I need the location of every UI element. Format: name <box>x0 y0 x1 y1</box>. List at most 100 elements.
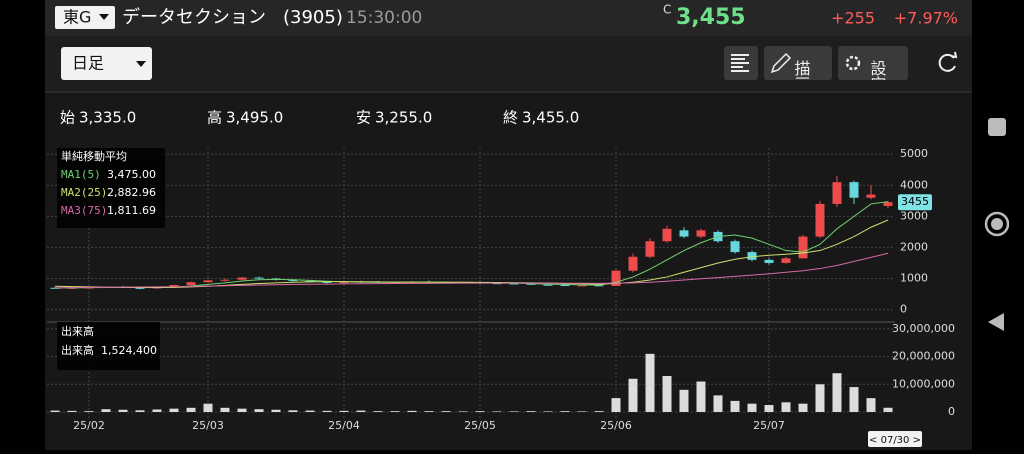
settings-button[interactable]: 設定 <box>838 46 908 92</box>
change-pct: +7.97% <box>894 9 958 28</box>
volume-bar <box>152 409 162 412</box>
volume-bar <box>696 381 706 412</box>
candle-body <box>696 230 706 237</box>
volume-bar <box>186 407 196 412</box>
y-tick-label: 20,000,000 <box>892 350 955 363</box>
candle-body <box>509 283 519 285</box>
legend-value: 1,524,400 <box>101 344 157 357</box>
legend-name: MA1(5) <box>61 168 101 181</box>
x-tick-label: 25/02 <box>73 419 105 432</box>
legend-name: MA3(75) <box>61 204 107 217</box>
volume-bar <box>730 400 740 412</box>
x-tick-label: 25/07 <box>753 419 785 432</box>
crosshair-label: < 07/30 > <box>869 435 921 446</box>
volume-bar <box>679 389 689 412</box>
y-tick-label: 2000 <box>900 240 928 253</box>
last-price: 3455 <box>901 195 929 208</box>
candle-body <box>798 236 808 259</box>
y-tick-label: 0 <box>900 303 907 316</box>
nav-back[interactable] <box>988 313 1004 331</box>
price: 3,455 <box>676 5 746 30</box>
candle-body <box>883 202 893 206</box>
time: 15:30:00 <box>346 8 422 28</box>
ma-line <box>54 252 889 289</box>
volume-bar <box>866 398 876 412</box>
gear-icon <box>845 55 861 71</box>
crosshair-tag <box>868 431 922 447</box>
nav-home[interactable] <box>984 211 1010 237</box>
volume-bar <box>271 409 281 412</box>
candle-body <box>849 182 859 198</box>
volume-bar <box>475 411 485 412</box>
candle-body <box>322 281 332 283</box>
period-select[interactable] <box>61 47 152 80</box>
nav-home-dot <box>991 218 1003 230</box>
volume-bar <box>356 410 366 412</box>
ohlc-value: 3,335.0 <box>79 109 136 127</box>
volume-bar <box>849 387 859 412</box>
candle-body <box>135 287 145 289</box>
settings-label: 設定 <box>868 60 887 92</box>
volume-bar <box>135 410 145 412</box>
candle-body <box>203 280 213 283</box>
ohlc-label: 終 <box>503 109 518 127</box>
settings-button-bg <box>838 46 908 80</box>
candle-body <box>492 283 502 285</box>
volume-bar <box>883 407 893 412</box>
toolbar <box>45 36 972 92</box>
ohlc-value: 3,455.0 <box>522 109 579 127</box>
draw-button[interactable]: 描画 <box>764 46 832 92</box>
volume-bar <box>509 411 519 412</box>
volume-bar <box>662 375 672 412</box>
candle-body <box>186 282 196 286</box>
volume-bar <box>305 410 315 412</box>
candle-body <box>220 279 230 281</box>
stock-code: (3905) <box>283 7 343 28</box>
volume-bar <box>390 411 400 412</box>
period: 日足 <box>72 54 104 73</box>
candle-body <box>254 277 264 279</box>
legend-box <box>57 148 165 228</box>
volume-bar <box>594 411 604 412</box>
y-tick-label: 1000 <box>900 272 928 285</box>
nav-recent[interactable] <box>988 118 1006 136</box>
volume-bar <box>203 403 213 412</box>
refresh-arrow <box>950 51 958 59</box>
y-tick-label: 5000 <box>900 147 928 160</box>
volume-bar <box>373 411 383 412</box>
candle-body <box>339 282 349 284</box>
list-icon <box>731 54 749 72</box>
market-select[interactable] <box>55 6 115 29</box>
volume-bar <box>832 373 842 412</box>
ohlc-label: 安 <box>356 109 371 127</box>
candle-body <box>764 259 774 263</box>
volume-bar <box>322 410 332 412</box>
header-bar <box>45 0 972 36</box>
volume-bar <box>339 410 349 412</box>
ohlc-label: 始 <box>60 109 75 127</box>
candle-body <box>866 194 876 198</box>
candle-body <box>679 230 689 237</box>
candle-body <box>747 252 757 260</box>
last-price-tag <box>898 194 932 211</box>
candle-body <box>169 285 179 288</box>
volume-bar <box>254 409 264 412</box>
volume-bar <box>220 407 230 412</box>
volume-bar <box>815 384 825 412</box>
volume-bar <box>781 402 791 412</box>
volume-bar <box>645 353 655 412</box>
volume-bar <box>84 411 94 412</box>
market: 東G <box>63 8 91 27</box>
x-tick-label: 25/05 <box>464 419 496 432</box>
legend-value: 2,882.96 <box>107 186 156 199</box>
dropdown-icon <box>99 14 109 20</box>
volume-bar <box>747 403 757 412</box>
volume-bar <box>237 408 247 412</box>
volume-bar <box>441 411 451 412</box>
x-tick-label: 25/06 <box>600 419 632 432</box>
volume-bar <box>577 411 587 412</box>
refresh-icon[interactable] <box>938 53 956 72</box>
candle-body <box>526 283 536 285</box>
dropdown-icon <box>136 61 146 67</box>
